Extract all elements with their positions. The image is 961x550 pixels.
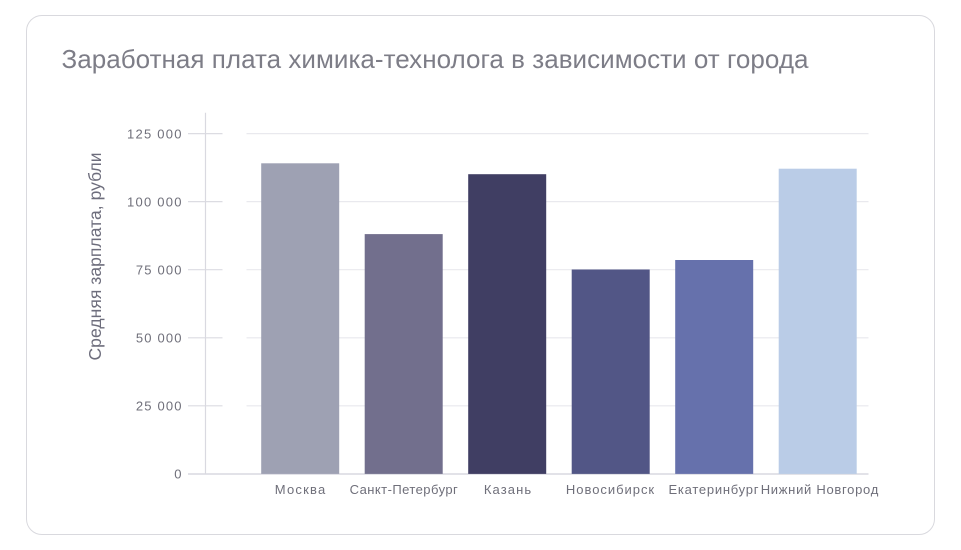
svg-text:Казань: Казань — [484, 482, 532, 497]
svg-text:0: 0 — [174, 467, 181, 482]
svg-text:Екатеринбург: Екатеринбург — [669, 482, 759, 497]
svg-text:Заработная плата химика-технол: Заработная плата химика-технолога в зави… — [62, 44, 810, 74]
svg-text:Средняя зарплата, рубли: Средняя зарплата, рубли — [85, 153, 105, 361]
svg-text:Нижний Новгород: Нижний Новгород — [761, 482, 879, 497]
svg-text:125 000: 125 000 — [127, 126, 182, 141]
svg-text:75 000: 75 000 — [136, 262, 182, 277]
svg-text:100 000: 100 000 — [127, 194, 182, 209]
svg-text:Москва: Москва — [275, 482, 326, 497]
svg-text:25 000: 25 000 — [136, 399, 182, 414]
svg-text:50 000: 50 000 — [136, 331, 182, 346]
svg-text:Санкт-Петербург: Санкт-Петербург — [350, 482, 458, 497]
svg-text:Новосибирск: Новосибирск — [566, 482, 655, 497]
